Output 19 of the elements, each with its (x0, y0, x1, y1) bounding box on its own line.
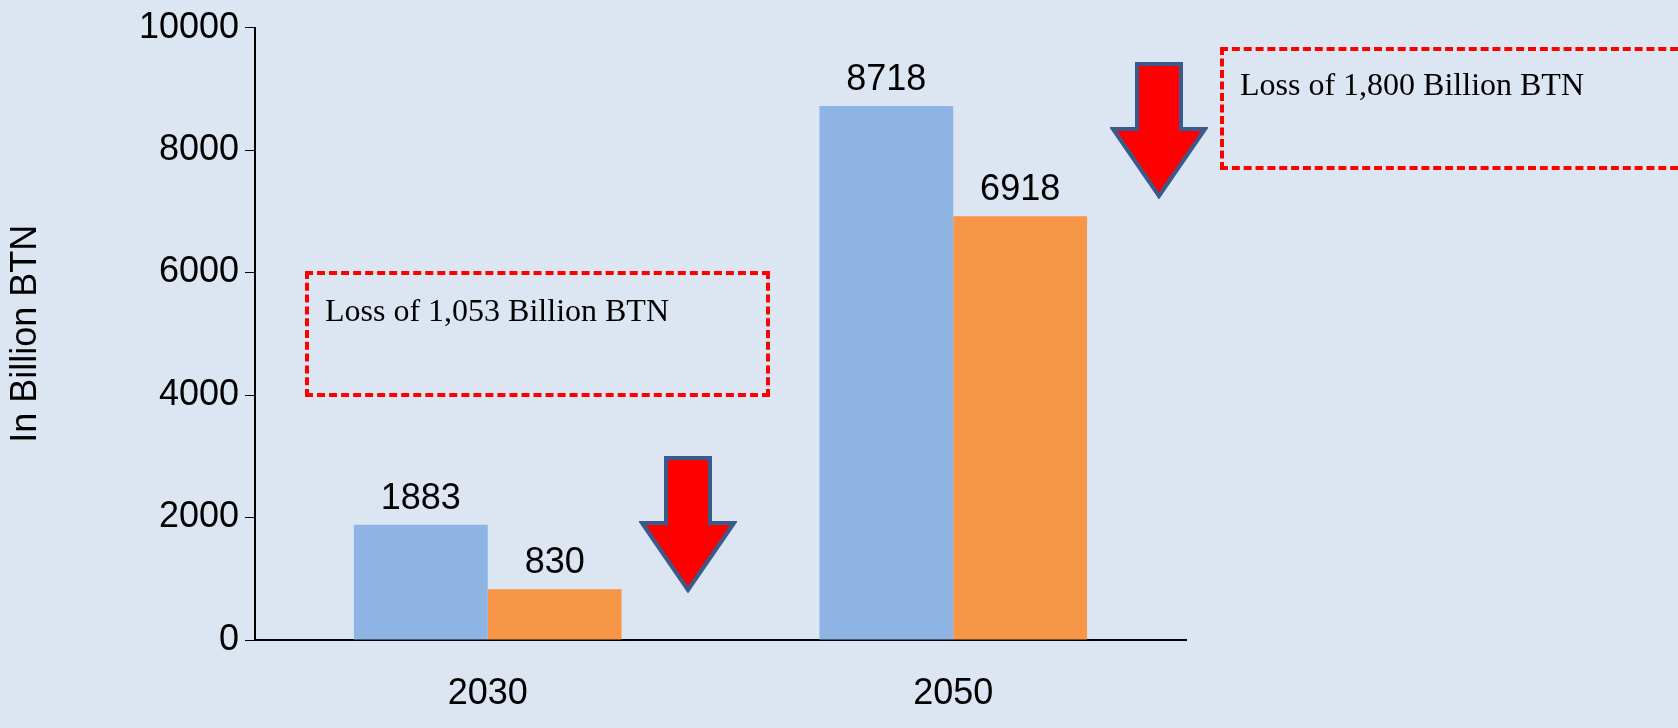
bar (487, 589, 622, 640)
data-label: 6918 (980, 167, 1061, 209)
x-tick-label: 2050 (913, 670, 994, 712)
y-tick-label: 6000 (158, 249, 239, 291)
y-tick-label: 10000 (138, 4, 239, 46)
y-tick-label: 8000 (158, 127, 239, 168)
bar (353, 524, 488, 640)
bar (953, 216, 1088, 640)
y-tick-label: 0 (218, 616, 239, 658)
y-tick-label: 4000 (158, 371, 239, 413)
data-label: 8718 (846, 57, 927, 99)
y-tick-label: 2000 (158, 494, 239, 536)
y-axis-title: In Billion BTN (2, 224, 44, 443)
text: Loss of 1,800 Billion BTN (1240, 65, 1585, 104)
bar (819, 106, 954, 640)
annotation: Loss of 1,053 Billion BTN (325, 291, 670, 330)
data-label: 830 (524, 540, 585, 582)
x-tick-label: 2030 (447, 670, 528, 712)
data-label: 1883 (380, 475, 461, 517)
